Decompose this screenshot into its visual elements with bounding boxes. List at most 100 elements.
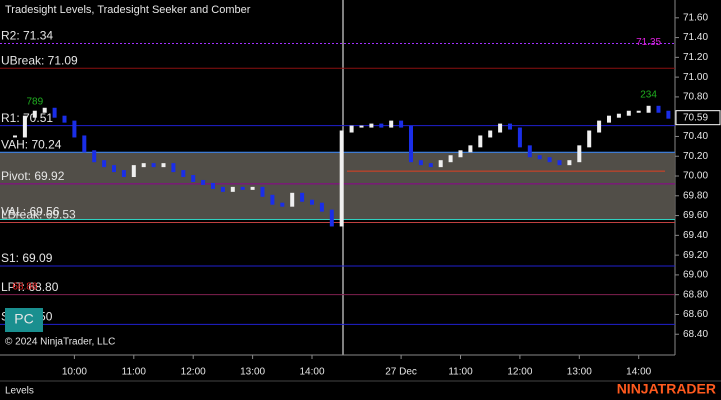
level-label: Pivot: 69.92 <box>1 169 65 183</box>
annotation: 71.35 <box>636 37 661 48</box>
y-tick-label: 71.60 <box>683 12 708 23</box>
candle <box>191 175 196 182</box>
candle <box>587 130 592 148</box>
candle <box>319 202 324 212</box>
candle <box>438 160 443 168</box>
annotation: 789 <box>26 96 43 107</box>
y-tick-label: 71.40 <box>683 32 708 43</box>
candle <box>339 130 344 227</box>
candle <box>201 179 206 185</box>
value-area <box>0 152 675 220</box>
y-tick-label: 69.40 <box>683 230 708 241</box>
candle <box>151 163 156 168</box>
candle <box>379 123 384 128</box>
candle <box>112 165 116 173</box>
chart-title: Tradesight Levels, Tradesight Seeker and… <box>5 4 251 16</box>
y-tick-label: 69.80 <box>683 190 708 201</box>
candle <box>409 125 413 163</box>
candle <box>626 110 631 116</box>
candle <box>359 125 364 128</box>
level-label: S1: 69.09 <box>1 251 53 265</box>
y-tick-label: 71.20 <box>683 52 708 63</box>
candle <box>290 192 295 207</box>
candle <box>577 145 582 163</box>
candle <box>22 115 27 138</box>
x-tick-label: 27 Dec <box>385 367 417 378</box>
x-tick-label: 12:00 <box>181 367 206 378</box>
candle <box>349 125 354 133</box>
candle <box>240 186 245 190</box>
candle <box>310 199 314 205</box>
candle <box>171 163 176 173</box>
y-tick-label: 70.00 <box>683 171 708 182</box>
candle <box>220 186 225 192</box>
x-tick-label: 10:00 <box>62 367 87 378</box>
x-tick-label: 11:00 <box>448 367 473 378</box>
candle <box>607 115 611 123</box>
copyright: © 2024 NinjaTrader, LLC <box>5 337 115 348</box>
candle <box>616 113 621 118</box>
candle <box>270 194 275 205</box>
candle <box>92 150 97 163</box>
candle <box>211 182 215 189</box>
candle <box>428 163 433 168</box>
x-tick-label: 13:00 <box>567 367 592 378</box>
x-tick-label: 14:00 <box>626 367 651 378</box>
candle <box>567 160 572 166</box>
tab-label: Levels <box>5 386 34 397</box>
annotation: 234 <box>640 90 657 101</box>
candle <box>32 110 37 118</box>
x-tick-label: 12:00 <box>507 367 532 378</box>
y-tick-label: 70.20 <box>683 151 708 162</box>
last-price-label: 70.59 <box>683 112 708 123</box>
candle <box>448 155 453 163</box>
y-tick-label: 68.60 <box>683 309 708 320</box>
candle <box>52 107 57 118</box>
x-tick-label: 14:00 <box>299 367 324 378</box>
y-tick-label: 69.60 <box>683 210 708 221</box>
level-label: VAH: 70.24 <box>1 137 62 151</box>
candle <box>102 160 107 168</box>
candle <box>300 192 305 202</box>
candle <box>517 127 522 148</box>
candle <box>488 130 493 138</box>
candle <box>389 120 394 128</box>
y-tick-label: 68.80 <box>683 289 708 300</box>
candle <box>666 110 671 119</box>
candle <box>260 186 265 197</box>
candle <box>547 157 552 163</box>
candle <box>646 105 651 113</box>
x-tick-label: 11:00 <box>122 367 147 378</box>
level-label: VAL: 69.56 <box>1 205 60 219</box>
candle <box>636 110 641 113</box>
candle <box>656 105 661 113</box>
pc-button[interactable] <box>5 308 43 332</box>
brand-logo: NINJATRADER <box>617 381 716 397</box>
candle <box>131 165 136 178</box>
candle <box>121 170 126 178</box>
y-tick-label: 70.80 <box>683 92 708 103</box>
annotation: 68.88 <box>12 281 37 292</box>
candle <box>72 120 77 138</box>
candle <box>42 107 47 113</box>
y-tick-label: 68.40 <box>683 329 708 340</box>
candle <box>141 163 146 168</box>
candle <box>468 145 473 153</box>
candle <box>230 186 235 192</box>
candle <box>369 123 374 128</box>
candle <box>458 150 463 158</box>
candle <box>250 186 255 190</box>
candle <box>508 123 512 130</box>
y-tick-label: 71.00 <box>683 72 708 83</box>
pc-button-label: PC <box>14 311 33 327</box>
candle <box>557 160 562 166</box>
candle <box>399 120 404 128</box>
level-label: R1: 70.51 <box>1 111 53 125</box>
y-tick-label: 69.20 <box>683 250 708 261</box>
level-label: R2: 71.34 <box>1 29 53 43</box>
last-price-tag <box>675 110 721 126</box>
candle <box>280 202 285 207</box>
candle <box>82 135 87 153</box>
candle <box>527 145 532 158</box>
